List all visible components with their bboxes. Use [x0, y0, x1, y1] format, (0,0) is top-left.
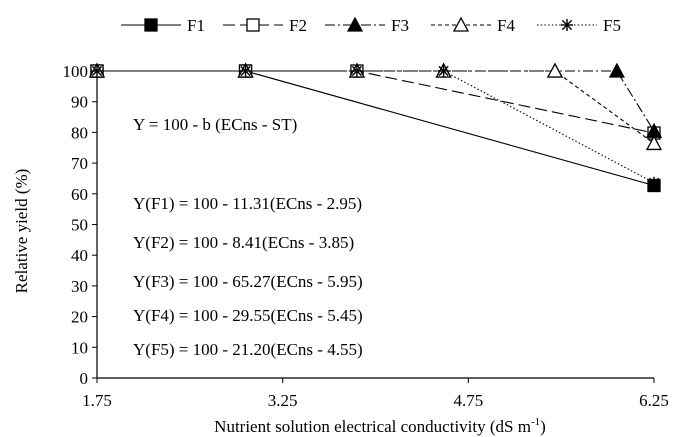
data-point-f5-4: [437, 65, 450, 77]
y-tick-label-70: 70: [71, 154, 88, 173]
x-axis-label-superscript: -1: [531, 416, 540, 428]
legend-marker-f1: [144, 18, 158, 32]
y-tick-label-50: 50: [71, 216, 88, 235]
x-ticks: 1.75 3.25 4.75 6.25: [82, 378, 669, 410]
data-point-f4-6: [645, 135, 663, 151]
y-tick-label-30: 30: [71, 277, 88, 296]
data-point-f5-1: [91, 65, 103, 77]
legend-marker-f4: [452, 16, 470, 32]
x-tick-label-6-25: 6.25: [639, 391, 669, 410]
y-tick-label-60: 60: [71, 185, 88, 204]
data-point-f5-2: [239, 65, 252, 77]
legend-entry-f2: F2: [223, 16, 307, 35]
legend-entry-f1: F1: [121, 16, 205, 35]
series-markers-f5: [91, 65, 660, 189]
equation-annotation-1: Y = 100 - b (ECns - ST): [133, 115, 297, 134]
legend: F1 F2 F3 F4 F5: [121, 16, 621, 35]
series-markers-f4: [88, 62, 663, 151]
y-tick-label-100: 100: [63, 62, 89, 81]
x-axis-label-suffix: ): [540, 417, 546, 436]
legend-marker-f2: [246, 18, 260, 32]
equation-annotation-4: Y(F3) = 100 - 65.27(ECns - 5.95): [133, 272, 363, 291]
y-ticks: 0 10 20 30 40 50 60 70 80 90 100: [63, 62, 97, 388]
series-markers: [88, 62, 663, 193]
equation-annotations: Y = 100 - b (ECns - ST) Y(F1) = 100 - 11.…: [133, 115, 363, 359]
x-axis-label: Nutrient solution electrical conductivit…: [214, 416, 546, 436]
data-point-f5-3: [350, 65, 363, 77]
data-point-f4-5: [546, 62, 564, 78]
x-tick-label-4-75: 4.75: [453, 391, 483, 410]
legend-entry-f4: F4: [431, 16, 515, 35]
y-tick-label-20: 20: [71, 308, 88, 327]
legend-marker-f3: [346, 16, 364, 32]
legend-label-f5: F5: [603, 16, 621, 35]
legend-label-f4: F4: [497, 16, 515, 35]
legend-entry-f5: F5: [537, 16, 621, 35]
y-axis-label: Relative yield (%): [12, 169, 31, 294]
y-tick-label-10: 10: [71, 338, 88, 357]
legend-marker-f5: [561, 19, 573, 31]
legend-label-f1: F1: [187, 16, 205, 35]
equation-annotation-3: Y(F2) = 100 - 8.41(ECns - 3.85): [133, 233, 354, 252]
equation-annotation-2: Y(F1) = 100 - 11.31(ECns - 2.95): [133, 194, 362, 213]
legend-label-f2: F2: [289, 16, 307, 35]
y-tick-label-40: 40: [71, 246, 88, 265]
x-tick-label-3-25: 3.25: [268, 391, 298, 410]
y-tick-label-0: 0: [80, 369, 89, 388]
data-point-f5-5: [648, 176, 660, 189]
y-tick-label-80: 80: [71, 123, 88, 142]
y-tick-label-90: 90: [71, 93, 88, 112]
legend-label-f3: F3: [391, 16, 409, 35]
x-tick-label-1-75: 1.75: [82, 391, 112, 410]
x-axis-label-main: Nutrient solution electrical conductivit…: [214, 417, 531, 436]
equation-annotation-6: Y(F5) = 100 - 21.20(ECns - 4.55): [133, 340, 363, 359]
data-point-f3-6: [608, 62, 625, 78]
legend-entry-f3: F3: [325, 16, 409, 35]
equation-annotation-5: Y(F4) = 100 - 29.55(ECns - 5.45): [133, 306, 363, 325]
series-line-f4: [97, 70, 655, 144]
